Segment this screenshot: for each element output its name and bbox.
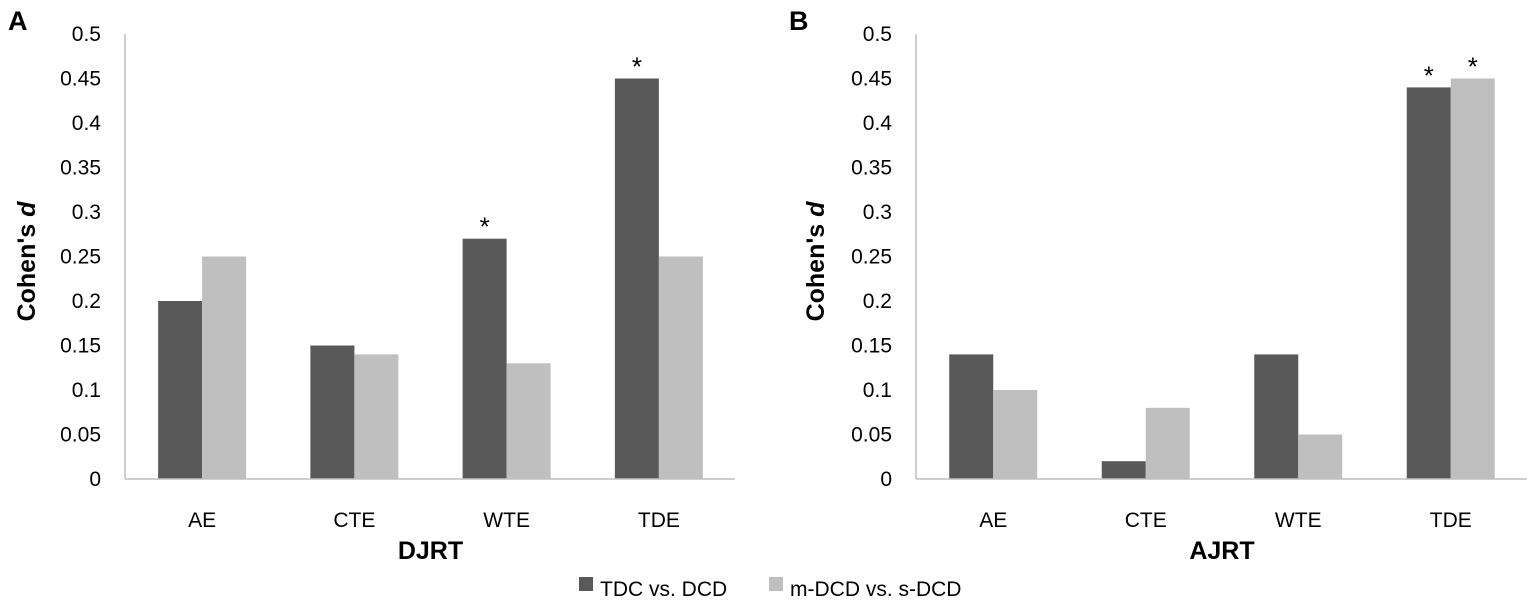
y-tick-label: 0.4 [863, 112, 893, 135]
y-tick-label: 0 [89, 468, 101, 491]
bar-wte-m-dcd-vs-s-dcd [506, 363, 551, 479]
y-tick-label: 0.2 [72, 290, 101, 313]
x-tick-label-ae: AE [979, 509, 1007, 532]
bar-ae-m-dcd-vs-s-dcd [202, 256, 247, 479]
bar-tde-m-dcd-vs-s-dcd [658, 256, 703, 479]
y-tick-label: 0.3 [863, 201, 892, 224]
y-tick-label: 0.3 [72, 201, 101, 224]
bar-wte-tdc-vs-dcd [462, 238, 507, 479]
x-axis-title: DJRT [398, 537, 463, 565]
panel-label-b: B [789, 6, 809, 36]
y-tick-label: 0.2 [863, 290, 892, 313]
y-tick-label: 0.45 [851, 68, 892, 91]
bar-cte-m-dcd-vs-s-dcd [354, 354, 399, 479]
significance-star: * [632, 52, 642, 82]
bar-cte-m-dcd-vs-s-dcd [1145, 407, 1190, 479]
legend-swatch-tdc-vs-dcd [579, 577, 593, 591]
bar-tde-tdc-vs-dcd [614, 78, 659, 479]
y-tick-label: 0.15 [851, 335, 892, 358]
bar-ae-tdc-vs-dcd [949, 354, 994, 479]
bar-cte-tdc-vs-dcd [1101, 461, 1146, 479]
y-tick-label: 0.05 [851, 424, 892, 447]
x-tick-label-wte: WTE [483, 509, 530, 532]
x-tick-label-wte: WTE [1275, 509, 1322, 532]
x-tick-label-cte: CTE [1125, 509, 1167, 532]
y-tick-label: 0.4 [72, 112, 102, 135]
y-tick-label: 0.05 [60, 424, 101, 447]
bar-tde-tdc-vs-dcd [1406, 87, 1451, 480]
significance-star: * [1468, 52, 1478, 82]
y-tick-label: 0.1 [863, 379, 892, 402]
significance-star: * [1424, 60, 1434, 90]
x-tick-label-cte: CTE [333, 509, 375, 532]
chart-panel-b: B 0 0.05 0.1 0.15 0.2 0.25 0.3 0.35 0.4 0.45 0.5 Coh… [789, 6, 1527, 565]
bar-wte-m-dcd-vs-s-dcd [1298, 434, 1343, 479]
y-tick-label: 0.1 [72, 379, 101, 402]
y-tick-label: 0.35 [60, 157, 101, 180]
bar-tde-m-dcd-vs-s-dcd [1450, 78, 1495, 479]
bar-ae-m-dcd-vs-s-dcd [993, 390, 1038, 479]
legend-label-tdc-vs-dcd: TDC vs. DCD [600, 578, 727, 601]
bar-ae-tdc-vs-dcd [158, 301, 203, 479]
legend: TDC vs. DCD m-DCD vs. s-DCD [579, 577, 961, 601]
x-tick-label-tde: TDE [1430, 509, 1472, 532]
y-tick-label: 0.25 [60, 246, 101, 269]
x-tick-label-tde: TDE [638, 509, 680, 532]
y-axis-title: Cohen's d [802, 201, 830, 322]
y-tick-label: 0.5 [863, 23, 892, 46]
y-tick-label: 0.35 [851, 157, 892, 180]
y-tick-label: 0 [880, 468, 892, 491]
x-tick-label-ae: AE [188, 509, 216, 532]
y-tick-label: 0.45 [60, 68, 101, 91]
significance-star: * [480, 212, 490, 242]
legend-label-m-dcd-vs-s-dcd: m-DCD vs. s-DCD [790, 578, 961, 601]
panel-label-a: A [8, 6, 28, 36]
x-axis-title: AJRT [1189, 537, 1254, 565]
y-tick-label: 0.15 [60, 335, 101, 358]
bar-cte-tdc-vs-dcd [310, 345, 355, 479]
legend-swatch-m-dcd-vs-s-dcd [769, 577, 783, 591]
y-tick-label: 0.25 [851, 246, 892, 269]
y-axis-title: Cohen's d [13, 201, 41, 322]
y-tick-label: 0.5 [72, 23, 101, 46]
bar-wte-tdc-vs-dcd [1254, 354, 1299, 479]
chart-panel-a: A 0 0.05 0.1 0.15 0.2 0.25 0.3 0.35 0.4 0.45 0.5 Coh… [8, 6, 735, 565]
